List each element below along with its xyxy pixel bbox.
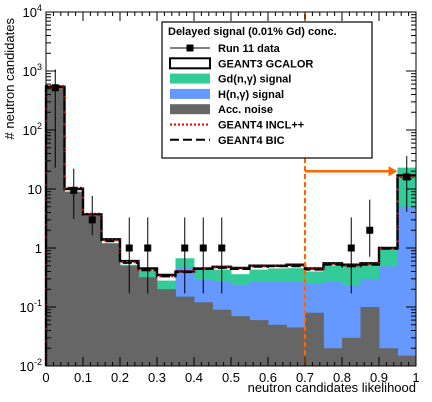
data-points <box>51 69 411 294</box>
stack-bar <box>286 327 306 366</box>
data-point <box>181 217 189 294</box>
data-point <box>51 69 59 168</box>
data-marker <box>88 216 96 224</box>
stack-bar <box>138 277 158 366</box>
x-tick-label: 0.3 <box>148 370 166 385</box>
legend-label: Run 11 data <box>218 43 281 55</box>
data-point <box>347 217 355 294</box>
data-marker <box>403 173 411 181</box>
stack-bar <box>397 206 417 366</box>
legend-entry: GEANT4 BIC <box>170 135 285 147</box>
x-tick-label: 0.7 <box>296 370 314 385</box>
stack-bar <box>101 243 121 366</box>
y-tick-label: 10-1 <box>20 298 42 315</box>
legend-entry: Run 11 data <box>170 43 281 55</box>
stack-bar <box>120 265 139 366</box>
y-tick-label: 103 <box>23 62 42 79</box>
data-point <box>70 168 78 220</box>
stack-bar <box>379 348 398 366</box>
x-tick-label: 0.1 <box>74 370 92 385</box>
data-point <box>199 217 207 294</box>
stack-bar <box>268 324 287 366</box>
stack-acc-noise <box>46 87 417 367</box>
axis-ticks: 0 0.1 0.2 0.3 0.4 0.5 0.6 0.7 0.8 0.9 1 10-2 10-1 1 10… <box>20 3 420 385</box>
legend-label: GEANT4 BIC <box>218 135 285 147</box>
data-marker <box>347 244 355 252</box>
x-tick-label: 0.5 <box>222 370 240 385</box>
data-point <box>125 217 133 294</box>
stack-bar <box>175 296 195 366</box>
stack-bar <box>249 320 269 366</box>
stack-bar <box>342 337 361 366</box>
x-tick-label: 0.4 <box>185 370 203 385</box>
legend-entry: H(n,γ) signal <box>170 88 284 101</box>
stack-bar <box>83 215 102 366</box>
y-tick-label: 10-2 <box>20 357 42 374</box>
legend-swatch <box>170 88 210 99</box>
x-tick-label: 0 <box>42 370 49 385</box>
cut-arrow-head <box>388 166 398 177</box>
x-tick-label: 0.2 <box>111 370 129 385</box>
y-tick-label: 1 <box>35 241 42 256</box>
stack-bar <box>360 307 380 366</box>
data-marker <box>181 244 189 252</box>
data-point <box>366 199 374 257</box>
stack-bar <box>305 312 324 366</box>
stack-bar <box>397 355 417 366</box>
legend-title: Delayed signal (0.01% Gd) conc. <box>168 26 337 38</box>
data-marker <box>125 244 133 252</box>
x-tick-label: 0.9 <box>370 370 388 385</box>
y-axis-title: # neutron candidates <box>2 18 17 140</box>
legend-label: GEANT4 INCL++ <box>218 120 304 132</box>
stack-bar <box>46 87 65 367</box>
legend-label: GEANT3 GCALOR <box>218 58 313 70</box>
stack-bar <box>212 309 232 366</box>
x-tick-label: 0.6 <box>259 370 277 385</box>
data-marker <box>218 244 226 252</box>
y-tick-label: 102 <box>23 121 42 138</box>
data-marker <box>51 84 59 92</box>
legend-marker <box>186 44 194 52</box>
data-marker <box>366 226 374 234</box>
stack-bar <box>323 281 343 366</box>
legend: Delayed signal (0.01% Gd) conc. Run 11 da… <box>161 21 373 159</box>
data-marker <box>70 186 78 194</box>
stack-bar <box>323 348 343 366</box>
legend-entry: Gd(n,γ) signal <box>170 73 291 86</box>
legend-entry: GEANT4 INCL++ <box>170 120 304 132</box>
x-axis-title: neutron candidates likelihood <box>248 380 416 395</box>
data-point <box>88 195 96 236</box>
y-tick-label: 10 <box>28 182 42 197</box>
legend-swatch <box>170 73 210 84</box>
data-marker <box>199 244 207 252</box>
data-point <box>218 217 226 294</box>
stack-bar <box>194 302 213 366</box>
data-point <box>403 156 411 212</box>
stack-bar <box>231 316 250 366</box>
stack-bar <box>379 266 398 366</box>
x-tick-label: 0.8 <box>333 370 351 385</box>
legend-swatch <box>170 104 210 115</box>
data-marker <box>144 244 152 252</box>
x-tick-label: 1 <box>412 370 419 385</box>
legend-entry: GEANT3 GCALOR <box>169 57 313 70</box>
legend-label: Acc. noise <box>218 104 273 116</box>
data-point <box>144 217 152 294</box>
legend-symbol <box>169 57 211 70</box>
legend-label: H(n,γ) signal <box>218 89 284 101</box>
stack-bar <box>64 191 84 366</box>
stacked-histogram <box>46 87 417 367</box>
stack-bar <box>157 289 176 366</box>
legend-label: Gd(n,γ) signal <box>218 74 291 86</box>
legend-entry: Acc. noise <box>170 104 273 116</box>
y-tick-label: 104 <box>23 3 42 20</box>
